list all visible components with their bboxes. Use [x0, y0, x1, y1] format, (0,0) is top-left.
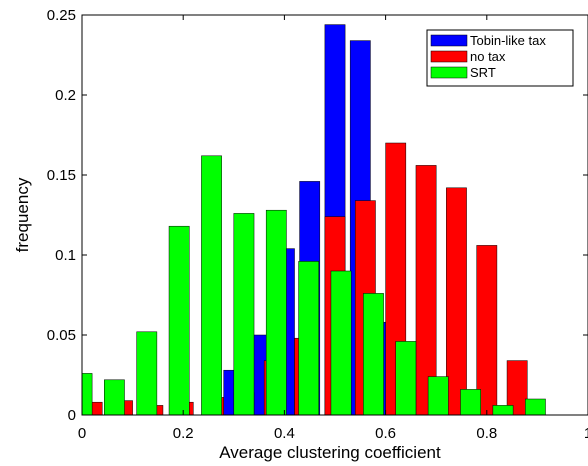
bar-srt-2 [136, 331, 158, 415]
y-tick-label: 0.25 [47, 7, 76, 24]
legend-label: SRT [470, 65, 496, 80]
legend-label: no tax [470, 49, 506, 64]
x-tick-label: 0.6 [375, 425, 396, 442]
y-tick-label: 0.05 [47, 327, 76, 344]
x-tick-label: 0.4 [274, 425, 295, 442]
x-axis-label: Average clustering coefficient [219, 443, 441, 462]
bar-srt-0 [82, 373, 93, 415]
bars-group [82, 24, 546, 415]
x-tick-label: 0 [78, 425, 86, 442]
bar-srt-11 [427, 376, 449, 415]
bar-srt-13 [492, 405, 514, 415]
bar-no-tax-11 [415, 165, 437, 415]
bar-srt-4 [201, 155, 222, 415]
x-axis: 0 0.2 0.4 0.6 0.8 1 [78, 15, 588, 442]
bar-srt-1 [104, 379, 125, 415]
bar-srt-6 [265, 209, 287, 415]
plot-frame [81, 14, 588, 416]
x-tick-label: 1 [584, 425, 588, 442]
bar-srt-12 [460, 389, 481, 415]
bar-srt-10 [395, 341, 417, 415]
bar-no-tax-12 [446, 187, 467, 415]
y-axis: 0 0.05 0.1 0.15 0.2 0.25 [47, 7, 588, 424]
y-tick-label: 0 [68, 407, 76, 424]
bar-no-tax-14 [506, 360, 528, 415]
y-tick-label: 0.15 [47, 167, 76, 184]
legend-swatch [430, 66, 468, 79]
bar-srt-7 [298, 261, 320, 415]
bar-srt-8 [330, 270, 352, 415]
y-axis-label: frequency [13, 177, 32, 252]
x-tick-label: 0.8 [476, 425, 497, 442]
x-tick-label: 0.2 [173, 425, 194, 442]
bar-no-tax-13 [476, 245, 498, 415]
y-tick-label: 0.1 [55, 247, 76, 264]
legend-swatch [430, 34, 468, 47]
bar-srt-9 [363, 293, 384, 415]
bar-srt-14 [525, 398, 546, 415]
y-tick-label: 0.2 [55, 87, 76, 104]
legend-swatch [430, 50, 468, 63]
bar-srt-5 [233, 213, 255, 415]
bar-srt-3 [168, 225, 190, 415]
legend-label: Tobin-like tax [470, 33, 546, 48]
